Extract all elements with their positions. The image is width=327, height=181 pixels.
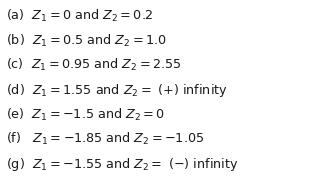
Text: (b)  $Z_1 = 0.5$ and $Z_2 = 1.0$: (b) $Z_1 = 0.5$ and $Z_2 = 1.0$ [6,33,167,49]
Text: (g)  $Z_1 = {-}1.55$ and $Z_2 =\ (-)$ infinity: (g) $Z_1 = {-}1.55$ and $Z_2 =\ (-)$ inf… [6,156,238,173]
Text: (a)  $Z_1 = 0$ and $Z_2 = 0.2$: (a) $Z_1 = 0$ and $Z_2 = 0.2$ [6,8,153,24]
Text: (e)  $Z_1 = {-}1.5$ and $Z_2 = 0$: (e) $Z_1 = {-}1.5$ and $Z_2 = 0$ [6,107,165,123]
Text: (c)  $Z_1 = 0.95$ and $Z_2 = 2.55$: (c) $Z_1 = 0.95$ and $Z_2 = 2.55$ [6,57,181,73]
Text: (d)  $Z_1 = 1.55$ and $Z_2 =\ (+)$ infinity: (d) $Z_1 = 1.55$ and $Z_2 =\ (+)$ infini… [6,82,228,99]
Text: (f)   $Z_1 = {-}1.85$ and $Z_2 = {-}1.05$: (f) $Z_1 = {-}1.85$ and $Z_2 = {-}1.05$ [6,131,204,147]
